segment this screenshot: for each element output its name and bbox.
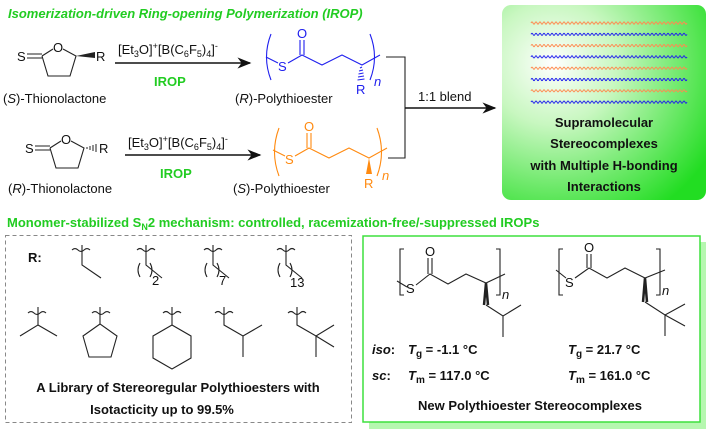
svg-text:O: O (61, 132, 71, 147)
polymer-chain-waves (530, 21, 688, 104)
polymer-chain-wave (530, 21, 688, 25)
blend-bracket (386, 56, 406, 159)
svg-text:Supramolecular: Supramolecular (555, 115, 653, 130)
svg-text:S: S (565, 275, 574, 290)
svg-text:S: S (17, 49, 26, 64)
svg-text:O: O (297, 26, 307, 41)
sc-tm-right: Tm = 161.0 °C (568, 368, 651, 386)
svg-text:n: n (382, 168, 389, 183)
svg-text:S: S (285, 152, 294, 167)
irop-label-top: IROP (154, 74, 186, 89)
s-polythioester-label: (S)-Polythioester (233, 181, 330, 196)
sc-tm-left: Tm = 117.0 °C (408, 368, 490, 386)
polymer-chain-wave (530, 77, 688, 82)
result-box-text: Supramolecular Stereocomplexes with Mult… (529, 115, 677, 194)
r-thionolactone-label: (R)-Thionolactone (8, 181, 112, 196)
stereocomplex-result-box (502, 5, 706, 200)
svg-text:R: R (356, 82, 365, 97)
mechanism-line: Monomer-stabilized SN2 mechanism: contro… (7, 215, 539, 232)
svg-text:O: O (584, 240, 594, 255)
svg-text:R: R (364, 176, 373, 191)
iso-label: iso: (372, 342, 395, 357)
svg-text:S: S (406, 281, 415, 296)
catalyst-label-top: [Et3O]+[B(C6F5)4]- (118, 41, 218, 59)
svg-text:n: n (662, 283, 669, 298)
polymer-chain-wave (530, 44, 688, 48)
r-polythioester-label: (R)-Polythioester (235, 91, 333, 106)
catalyst-label-bottom: [Et3O]+[B(C6F5)4]- (128, 134, 228, 152)
svg-text:with Multiple H-bonding: with Multiple H-bonding (529, 158, 677, 173)
r-group-structures (19, 245, 335, 370)
sc-label: sc: (372, 368, 391, 383)
scheme-title: Isomerization-driven Ring-opening Polyme… (8, 6, 363, 21)
s-thionolactone-label: (S)-Thionolactone (3, 91, 106, 106)
subscript-13: 13 (290, 275, 304, 290)
library-caption-line1: A Library of Stereoregular Polythioester… (36, 380, 319, 395)
svg-text:S: S (278, 59, 287, 74)
isobutyl-polythioester-structure (396, 248, 522, 337)
r-polythioester-structure: S O R n (265, 26, 381, 97)
s-thionolactone-structure: S O R (17, 40, 105, 77)
svg-text:n: n (502, 287, 509, 302)
polymer-chain-wave (530, 32, 688, 36)
iso-tg-right: Tg = 21.7 °C (568, 342, 641, 360)
new-stereocomplexes-box (362, 235, 701, 423)
polymer-chain-wave (530, 100, 688, 104)
iso-tg-left: Tg = -1.1 °C (408, 342, 478, 360)
svg-text:Stereocomplexes: Stereocomplexes (550, 136, 658, 151)
blend-label: 1:1 blend (418, 89, 472, 104)
polymer-chain-wave (530, 66, 688, 70)
svg-text:O: O (425, 244, 435, 259)
subscript-2: 2 (152, 273, 159, 288)
r-label: R: (28, 250, 42, 265)
svg-text:S: S (25, 141, 34, 156)
svg-text:n: n (374, 74, 381, 89)
polymer-chain-wave (530, 89, 688, 93)
svg-text:O: O (304, 119, 314, 134)
svg-text:R: R (96, 49, 105, 64)
polymer-chain-wave (530, 55, 688, 59)
thermal-properties: iso: Tg = -1.1 °C Tg = 21.7 °C sc: Tm = … (372, 342, 651, 386)
svg-text:R: R (99, 141, 108, 156)
svg-text:Interactions: Interactions (567, 179, 641, 194)
stereocomplex-caption: New Polythioester Stereocomplexes (418, 398, 642, 413)
s-polythioester-structure: S O R n (272, 119, 389, 191)
r-thionolactone-structure: S O R (25, 132, 108, 169)
irop-label-bottom: IROP (160, 166, 192, 181)
library-caption-line2: Isotacticity up to 99.5% (90, 402, 234, 417)
neopentyl-polythioester-structure (555, 248, 686, 336)
svg-text:O: O (53, 40, 63, 55)
subscript-7: 7 (219, 273, 226, 288)
